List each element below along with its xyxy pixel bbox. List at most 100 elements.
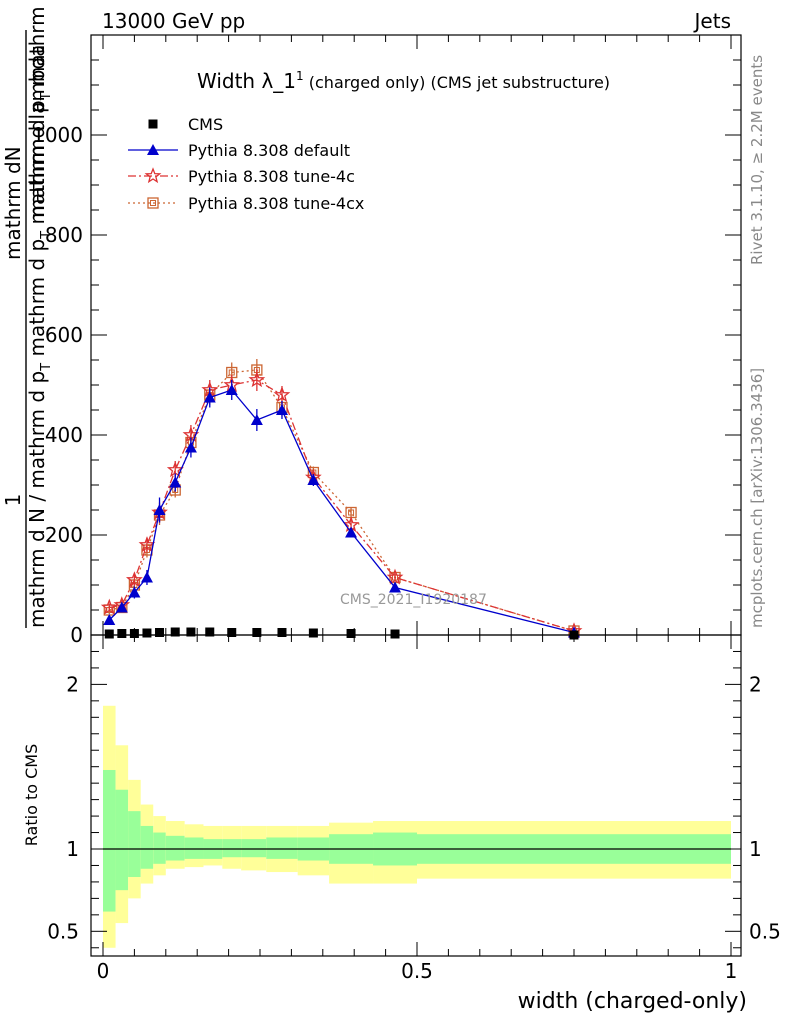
ratio-y-tick-label-right: 1 — [749, 837, 762, 861]
ratio-ylabel: Ratio to CMS — [22, 744, 41, 846]
ratio-y-tick-label-right: 0.5 — [749, 919, 781, 943]
ylabel-left-den-b: T — [39, 363, 54, 372]
ylabel-left-den-d: T — [39, 231, 54, 240]
data-point — [138, 536, 156, 553]
data-point — [248, 371, 266, 388]
data-point — [128, 586, 141, 598]
data-point — [227, 628, 237, 637]
ratio-panel: 0 0.5 1 0.5 0.5 1 1 2 2 — [47, 634, 781, 983]
y-tick-label: 200 — [45, 523, 83, 547]
legend: CMS Pythia 8.308 default Pythia 8.308 tune… — [128, 115, 364, 213]
header-left: 13000 GeV pp — [102, 9, 245, 33]
data-point — [346, 629, 356, 638]
data-point — [205, 627, 215, 637]
series-1 — [103, 380, 580, 638]
stat-band-bin — [128, 811, 141, 877]
title-rest: (charged only) (CMS jet substructure) — [304, 73, 610, 92]
data-point — [166, 461, 184, 478]
data-point — [142, 628, 152, 638]
data-point — [275, 404, 288, 415]
x-tick-label: 0.5 — [401, 959, 433, 983]
main-panel: 0 200 400 600 800 1000 CMS Pythia 8.308 default… — [32, 34, 742, 647]
rivet-label: Rivet 3.1.10, ≥ 2.2M events — [748, 55, 766, 265]
x-tick-label: 1 — [725, 959, 738, 983]
legend-label: Pythia 8.308 tune-4cx — [188, 194, 364, 213]
legend-label: CMS — [188, 115, 223, 134]
data-point — [100, 598, 118, 615]
x-tick-label: 0 — [97, 959, 110, 983]
y-tick-label: 800 — [45, 223, 83, 247]
data-point — [103, 614, 116, 625]
ylabel-num: mathrm dN — [1, 146, 25, 260]
stat-band-bin — [115, 789, 129, 891]
data-point — [252, 628, 262, 637]
stat-band-bin — [184, 837, 204, 859]
ylabel-den-top: mathrm d pT mathrm d lambda — [25, 0, 54, 218]
data-point — [170, 627, 180, 637]
data-point — [140, 571, 153, 583]
y-tick-label: 0 — [70, 623, 83, 647]
header-right: Jets — [693, 9, 731, 33]
data-point — [169, 476, 182, 488]
ratio-y-tick-label: 2 — [66, 672, 79, 696]
data-point — [153, 504, 166, 515]
ylabel-den-top-c: mathrm d lambda — [25, 0, 49, 92]
chart-title: Width λ_11 (charged only) (CMS jet subst… — [197, 69, 610, 93]
ylabel-left-den-a: mathrm d N / mathrm d p — [25, 371, 49, 628]
data-point — [184, 441, 197, 453]
ylabel-left-den: mathrm d N / mathrm d pT mathrm d pT mat… — [25, 45, 54, 628]
legend-marker — [148, 119, 158, 129]
main-ylabel: 1 mathrm d N / mathrm d pT mathrm d pT m… — [1, 0, 54, 628]
data-point — [125, 571, 143, 588]
data-point — [129, 629, 139, 638]
stat-band-bin — [222, 839, 242, 858]
ratio-y-tick-label-right: 2 — [749, 672, 762, 696]
data-point — [386, 568, 404, 585]
y-tick-label: 400 — [45, 423, 83, 447]
ratio-y-tick-label: 0.5 — [47, 919, 79, 943]
data-point — [277, 628, 287, 637]
mcplots-label: mcplots.cern.ch [arXiv:1306.3436] — [748, 368, 766, 628]
data-point — [308, 628, 318, 638]
legend-label: Pythia 8.308 tune-4c — [188, 167, 355, 186]
data-point — [115, 601, 128, 613]
stat-band-bin — [165, 835, 185, 861]
ylabel-den-top-b: T — [39, 92, 54, 101]
stat-band-bin — [266, 837, 298, 859]
title-sup: 1 — [296, 69, 304, 83]
data-point — [203, 391, 216, 403]
watermark: CMS_2021_I1920187 — [340, 592, 487, 608]
data-point — [186, 627, 196, 637]
legend-marker — [147, 144, 159, 155]
xlabel: width (charged-only) — [518, 989, 747, 1014]
data-point — [389, 581, 402, 593]
ylabel-left-den-e: mathrm d lambda — [25, 45, 49, 231]
data-point — [250, 414, 263, 425]
data-point — [225, 384, 238, 395]
series-line — [109, 369, 575, 632]
ylabel-den-top-a: mathrm d p — [25, 100, 49, 218]
stat-band-bin — [153, 832, 166, 864]
ylabel-left-one: 1 — [1, 494, 25, 507]
stat-band-bin — [103, 769, 116, 912]
data-point — [345, 526, 358, 538]
data-point — [117, 629, 127, 638]
data-point — [307, 474, 320, 485]
ylabel-left-den-c: mathrm d p — [25, 239, 49, 363]
legend-label: Pythia 8.308 default — [188, 141, 350, 160]
data-point — [155, 628, 165, 637]
ratio-frame — [90, 634, 742, 957]
stat-band-bin — [140, 825, 154, 869]
title-main: Width λ_1 — [197, 69, 296, 93]
data-point — [273, 386, 291, 403]
legend-marker — [147, 197, 159, 209]
y-tick-label: 600 — [45, 323, 83, 347]
legend-marker-inner — [150, 200, 156, 206]
stat-band-bin — [241, 839, 267, 858]
series-0 — [104, 627, 579, 640]
data-point-inner — [348, 509, 355, 516]
y-tick-label: 1000 — [32, 123, 83, 147]
data-point — [390, 629, 400, 639]
data-point — [104, 629, 114, 639]
